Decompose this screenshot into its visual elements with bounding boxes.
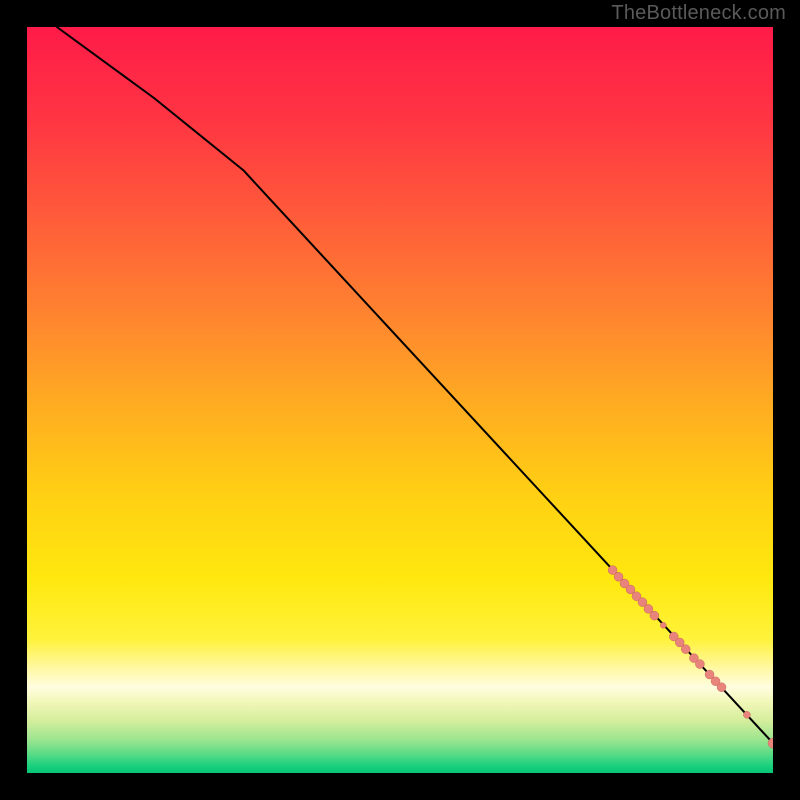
data-marker: [660, 622, 666, 628]
data-marker: [743, 711, 750, 718]
gradient-background: [27, 27, 773, 773]
data-marker: [681, 645, 690, 654]
data-marker: [650, 611, 659, 620]
data-marker: [695, 660, 704, 669]
watermark-label: TheBottleneck.com: [611, 2, 786, 25]
data-marker: [717, 683, 726, 692]
plot-area: [27, 27, 773, 773]
chart-svg: [27, 27, 773, 773]
chart-frame: TheBottleneck.com: [0, 0, 800, 800]
